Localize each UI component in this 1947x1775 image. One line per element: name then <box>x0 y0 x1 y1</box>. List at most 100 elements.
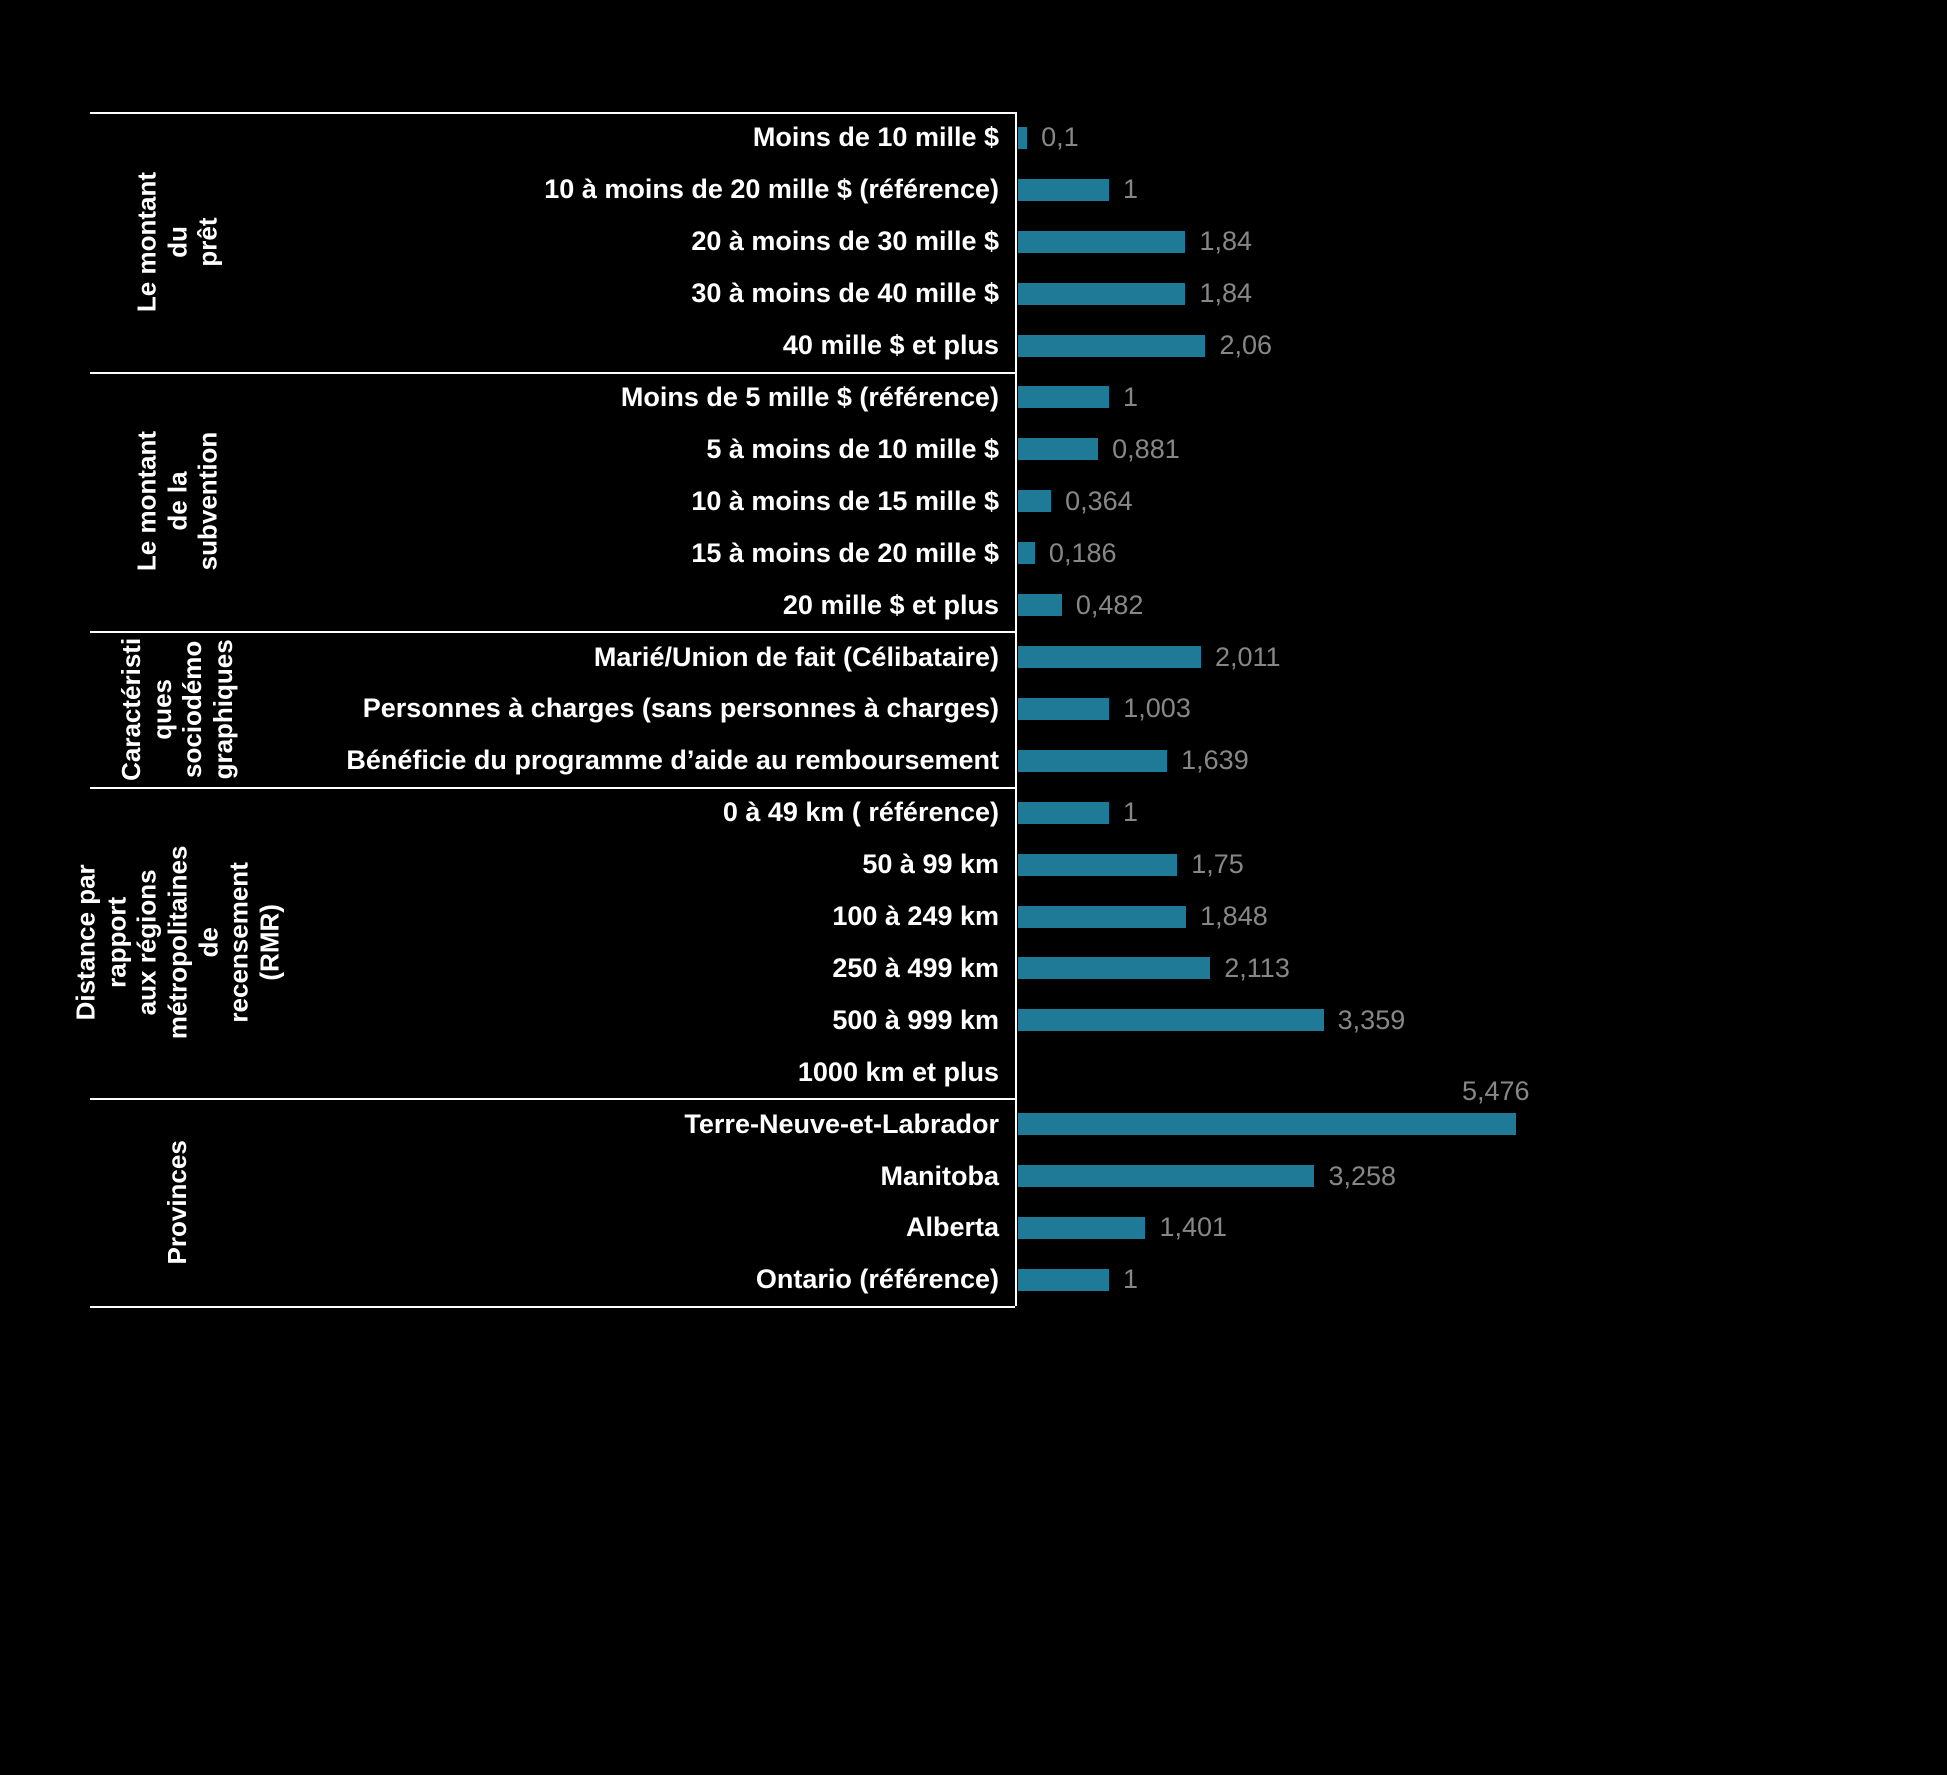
chart-row: 250 à 499 km 2,113 <box>90 943 1550 995</box>
value-label: 0,482 <box>1075 589 1144 620</box>
chart-row: 15 à moins de 20 mille $ 0,186 <box>90 527 1550 579</box>
chart-row: 30 à moins de 40 mille $ 1,84 <box>90 268 1550 320</box>
bar-area: 1,75 <box>1015 839 1550 891</box>
data-bar <box>1018 282 1186 305</box>
data-bar <box>1018 801 1109 824</box>
bar-area: 1 <box>1015 1254 1550 1306</box>
bar-area: 3,359 <box>1015 994 1550 1046</box>
value-label: 2,06 <box>1219 330 1273 361</box>
category-label: 40 mille $ et plus <box>782 330 999 361</box>
value-label: 1 <box>1123 174 1139 205</box>
category-label: 250 à 499 km <box>832 952 999 983</box>
category-label: 500 à 999 km <box>832 1004 999 1035</box>
category-label: 10 à moins de 20 mille $ (référence) <box>544 174 999 205</box>
data-bar <box>1018 1165 1315 1188</box>
value-label: 1,848 <box>1200 901 1268 932</box>
data-bar <box>1018 334 1206 357</box>
data-bar <box>1018 542 1035 565</box>
bar-area: 0,1 <box>1015 112 1550 164</box>
chart-section-5: Terre-Neuve-et-Labrador 5,476 Manitoba 3,25… <box>90 1076 1550 1306</box>
chart-row: 20 mille $ et plus 0,482 <box>90 579 1550 631</box>
bar-area: 1,003 <box>1015 683 1550 735</box>
bar-area: 2,06 <box>1015 320 1550 372</box>
category-label: Ontario (référence) <box>755 1264 999 1295</box>
category-label: Moins de 10 mille $ <box>752 122 999 153</box>
value-label: 0,881 <box>1112 433 1180 464</box>
data-bar <box>1018 594 1062 617</box>
data-bar <box>1018 905 1187 928</box>
value-label: 2,113 <box>1224 952 1290 983</box>
category-label: Personnes à charges (sans personnes à ch… <box>362 693 999 724</box>
category-label: Moins de 5 mille $ (référence) <box>620 381 999 412</box>
chart-row: Terre-Neuve-et-Labrador 5,476 <box>90 1076 1550 1150</box>
data-bar <box>1018 126 1028 149</box>
value-label: 1,84 <box>1199 278 1252 309</box>
chart-row: 20 à moins de 30 mille $ 1,84 <box>90 216 1550 268</box>
bar-area: 5,476 <box>1015 1076 1550 1150</box>
data-bar <box>1018 386 1109 409</box>
data-bar <box>1018 853 1178 876</box>
value-label: 1,003 <box>1123 693 1191 724</box>
chart-row: Manitoba 3,258 <box>90 1150 1550 1202</box>
value-label: 1 <box>1123 381 1139 412</box>
chart-section-4: 0 à 49 km ( référence) 1 50 à 99 km 1,75 100… <box>70 786 1550 1098</box>
chart-section-3: Marié/Union de fait (Célibataire) 2,011 Pe… <box>90 631 1550 787</box>
value-label: 3,258 <box>1328 1160 1397 1191</box>
data-bar <box>1018 230 1186 253</box>
bar-area: 1 <box>1015 164 1550 216</box>
bar-area: 0,881 <box>1015 423 1550 475</box>
chart-row: Alberta 1,401 <box>90 1202 1550 1254</box>
bar-area: 2,113 <box>1015 943 1550 995</box>
bar-chart: Moins de 10 mille $ 0,1 10 à moins de 20 m… <box>70 112 1550 1308</box>
value-label: 1 <box>1123 1264 1139 1295</box>
data-bar <box>1018 1216 1146 1239</box>
category-label: 30 à moins de 40 mille $ <box>691 278 999 309</box>
bar-area: 2,011 <box>1015 631 1550 683</box>
category-label: 15 à moins de 20 mille $ <box>691 537 999 568</box>
category-label: Manitoba <box>880 1160 1000 1191</box>
chart-row: Ontario (référence) 1 <box>90 1254 1550 1306</box>
data-bar <box>1018 178 1109 201</box>
category-label: 20 à moins de 30 mille $ <box>691 226 999 257</box>
bar-area: 1,401 <box>1015 1202 1550 1254</box>
category-label: 5 à moins de 10 mille $ <box>706 433 999 464</box>
category-label: 20 mille $ et plus <box>782 589 999 620</box>
data-bar <box>1018 490 1052 513</box>
bar-area: 1,84 <box>1015 268 1550 320</box>
chart-bottom-border <box>90 1305 1015 1308</box>
category-label: 1000 km et plus <box>797 1056 999 1087</box>
data-bar <box>1018 1268 1109 1291</box>
category-label: 0 à 49 km ( référence) <box>722 797 999 828</box>
bar-area: 3,258 <box>1015 1150 1550 1202</box>
chart-row: 500 à 999 km 3,359 <box>90 994 1550 1046</box>
chart-row: 0 à 49 km ( référence) 1 <box>90 787 1550 839</box>
chart-row: 100 à 249 km 1,848 <box>90 891 1550 943</box>
chart-section-2: Moins de 5 mille $ (référence) 1 5 à moins… <box>90 371 1550 632</box>
chart-row: Moins de 5 mille $ (référence) 1 <box>90 372 1550 424</box>
category-label: Terre-Neuve-et-Labrador <box>684 1108 999 1139</box>
category-label: 100 à 249 km <box>832 901 999 932</box>
value-label: 0,186 <box>1048 537 1117 568</box>
data-bar <box>1018 697 1110 720</box>
bar-area: 1 <box>1015 787 1550 839</box>
category-label: Marié/Union de fait (Célibataire) <box>593 641 999 672</box>
bar-area: 1,848 <box>1015 891 1550 943</box>
category-label: 50 à 99 km <box>862 849 999 880</box>
value-label: 3,359 <box>1337 1004 1406 1035</box>
value-label: 0,364 <box>1065 485 1133 516</box>
data-bar <box>1018 438 1099 461</box>
bar-area: 1 <box>1015 372 1550 424</box>
value-label: 1,84 <box>1199 226 1252 257</box>
chart-row: 10 à moins de 15 mille $ 0,364 <box>90 475 1550 527</box>
chart-row: 1000 km et plus <box>90 1046 1550 1098</box>
value-label: 2,011 <box>1215 641 1281 672</box>
chart-row: 5 à moins de 10 mille $ 0,881 <box>90 423 1550 475</box>
value-label: 1,401 <box>1159 1212 1228 1243</box>
category-label: Bénéficie du programme d’aide au rembour… <box>346 745 999 776</box>
data-bar <box>1018 646 1201 669</box>
bar-area: 1,639 <box>1015 735 1550 787</box>
data-bar <box>1018 1113 1517 1136</box>
category-label: 10 à moins de 15 mille $ <box>691 485 999 516</box>
bar-area: 0,482 <box>1015 579 1550 631</box>
